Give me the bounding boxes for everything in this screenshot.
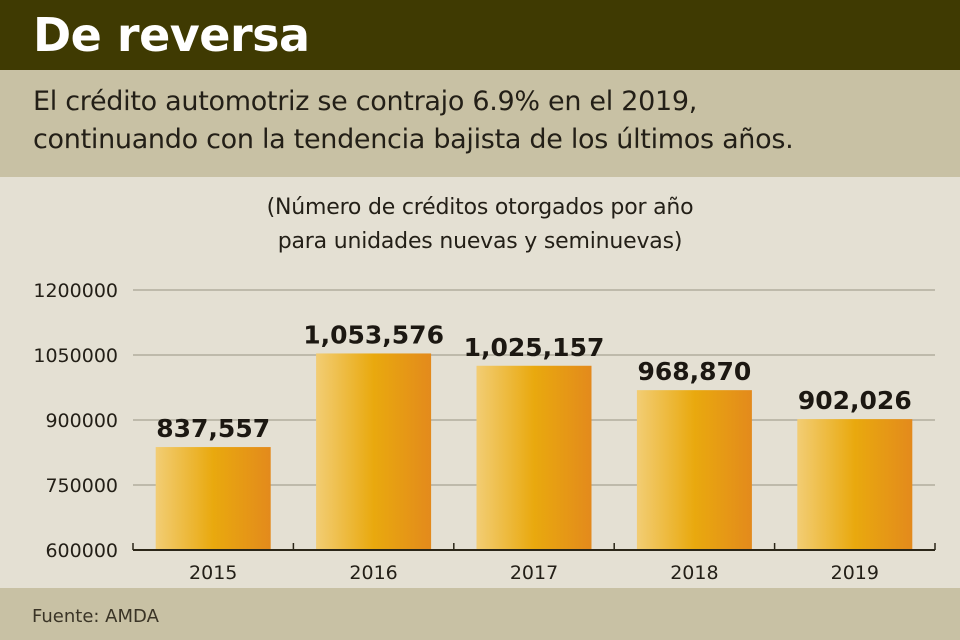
y-tick-label: 750000 <box>45 475 118 497</box>
data-label: 968,870 <box>637 357 751 386</box>
data-label: 837,557 <box>156 414 270 443</box>
summary-band: El crédito automotriz se contrajo 6.9% e… <box>0 70 960 177</box>
bar-2016 <box>316 353 432 550</box>
y-tick-label: 900000 <box>45 410 118 432</box>
chart-subtitle-line-2: para unidades nuevas y seminuevas) <box>277 229 683 254</box>
x-tick-label: 2019 <box>831 562 879 584</box>
x-tick-label: 2018 <box>670 562 718 584</box>
y-tick-label: 1200000 <box>33 280 118 302</box>
x-tick-label: 2015 <box>189 562 237 584</box>
y-tick-label: 1050000 <box>33 345 118 367</box>
bar-2015 <box>155 447 271 550</box>
title-bar: De reversa <box>0 0 960 70</box>
summary-line-1: El crédito automotriz se contrajo 6.9% e… <box>33 86 698 117</box>
data-label: 1,053,576 <box>303 320 444 349</box>
data-label: 1,025,157 <box>464 333 605 362</box>
summary-line-2: continuando con la tendencia bajista de … <box>33 124 794 155</box>
chart-title: De reversa <box>33 8 310 62</box>
chart-subtitle-line-1: (Número de créditos otorgados por año <box>266 195 694 220</box>
bar-2019 <box>797 419 913 550</box>
x-tick-label: 2017 <box>510 562 558 584</box>
data-label: 902,026 <box>798 386 912 415</box>
footer: Fuente: AMDA <box>0 588 960 640</box>
bar-2018 <box>636 390 752 550</box>
bar-2017 <box>476 365 592 550</box>
x-tick-label: 2016 <box>349 562 397 584</box>
y-tick-label: 600000 <box>45 540 118 562</box>
source-note: Fuente: AMDA <box>32 606 159 627</box>
